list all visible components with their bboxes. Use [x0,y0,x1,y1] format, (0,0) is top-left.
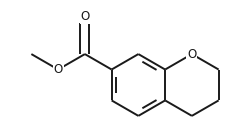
Text: O: O [54,63,63,76]
Text: O: O [80,10,90,23]
Text: O: O [187,48,196,61]
